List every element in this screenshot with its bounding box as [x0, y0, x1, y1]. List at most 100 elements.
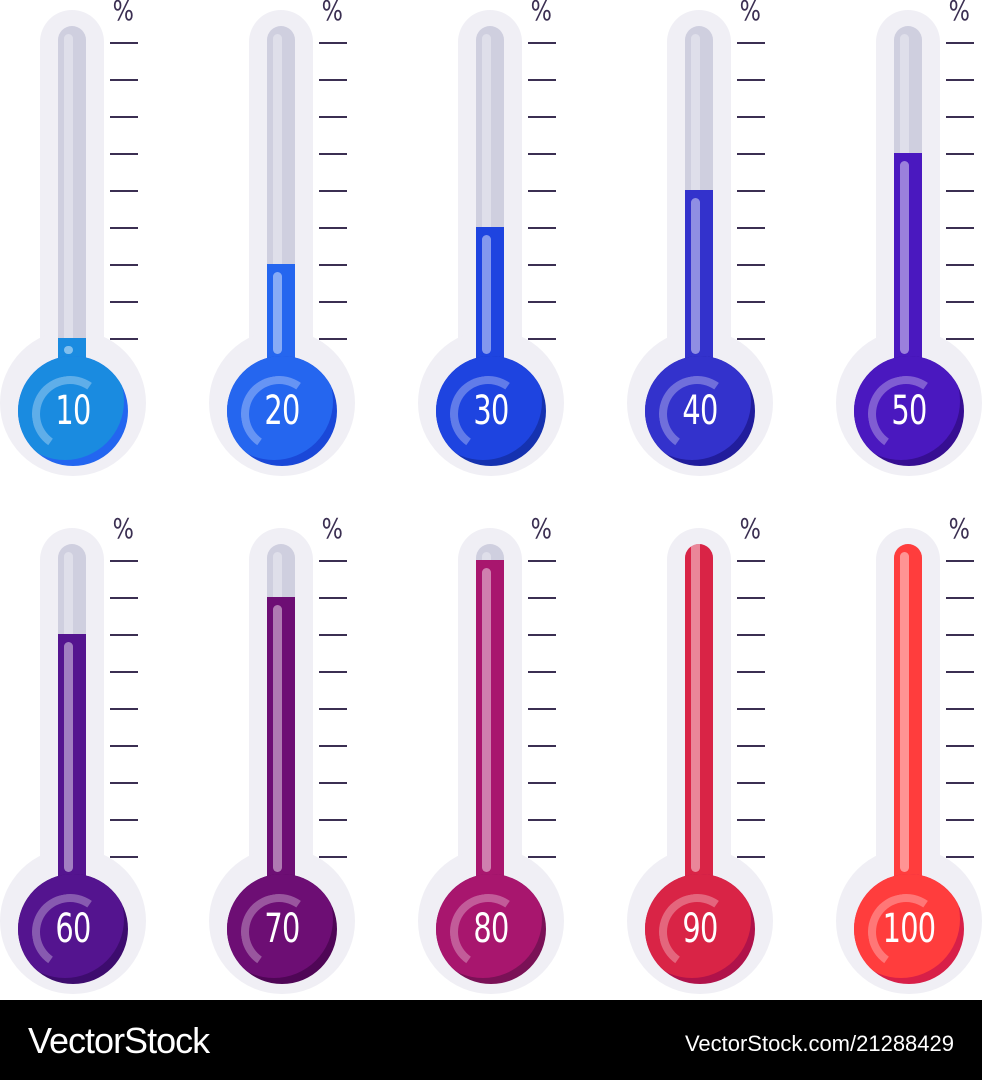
scale-tick — [737, 597, 765, 599]
scale-tick — [737, 301, 765, 303]
gauge-value-label: 20 — [264, 388, 300, 434]
gauge-value-label: 50 — [891, 388, 927, 434]
thermometer-tube — [58, 544, 86, 884]
scale-tick — [319, 708, 347, 710]
scale-tick — [946, 782, 974, 784]
thermometer-bulb: 80 — [436, 874, 546, 984]
scale-tick — [737, 782, 765, 784]
gauge-value-label: 100 — [882, 906, 937, 952]
scale-tick — [319, 116, 347, 118]
scale-tick — [737, 671, 765, 673]
scale-tick — [110, 264, 138, 266]
fill-highlight — [482, 568, 491, 872]
scale-tick — [528, 42, 556, 44]
scale-tick — [946, 634, 974, 636]
scale-tick — [110, 671, 138, 673]
scale-tick — [110, 153, 138, 155]
fill-highlight — [691, 198, 700, 354]
thermometer-grid: 10% 20% 30% 40% 50% 60% 70% 80% 90% 100% — [0, 0, 982, 994]
thermometer-bulb: 10 — [18, 356, 128, 466]
thermometer-tube — [58, 26, 86, 366]
thermometer-gauge: 100% — [836, 512, 982, 1008]
scale-tick — [528, 708, 556, 710]
scale-tick — [319, 597, 347, 599]
scale-tick — [737, 79, 765, 81]
fill-highlight — [64, 346, 73, 354]
scale-tick — [319, 856, 347, 858]
scale-tick — [110, 301, 138, 303]
scale-tick — [528, 782, 556, 784]
percent-unit-label: % — [530, 0, 552, 27]
thermometer-tube — [685, 544, 713, 884]
percent-unit-label: % — [739, 0, 761, 27]
percent-unit-label: % — [321, 0, 343, 27]
thermometer-gauge: 70% — [209, 512, 369, 1008]
thermometer-gauge: 60% — [0, 512, 160, 1008]
tube-highlight — [64, 34, 73, 354]
scale-tick — [110, 190, 138, 192]
percent-unit-label: % — [739, 512, 761, 545]
scale-tick — [528, 301, 556, 303]
percent-unit-label: % — [321, 512, 343, 545]
mercury-fill — [894, 153, 922, 366]
tube-highlight — [273, 34, 282, 354]
bulb-face — [854, 874, 960, 978]
scale-tick — [946, 560, 974, 562]
gauge-value-label: 90 — [682, 906, 718, 952]
tube-highlight — [482, 34, 491, 354]
scale-tick — [528, 634, 556, 636]
thermometer-gauge: 50% — [836, 0, 982, 490]
scale-tick — [737, 116, 765, 118]
scale-tick — [319, 745, 347, 747]
percent-unit-label: % — [530, 512, 552, 545]
scale-tick — [110, 560, 138, 562]
mercury-fill — [894, 544, 922, 884]
scale-tick — [946, 79, 974, 81]
gauge-value-label: 60 — [55, 906, 91, 952]
fill-highlight — [482, 235, 491, 354]
scale-tick — [528, 227, 556, 229]
scale-tick — [737, 856, 765, 858]
scale-tick — [946, 338, 974, 340]
thermometer-bulb: 70 — [227, 874, 337, 984]
scale-tick — [737, 190, 765, 192]
scale-tick — [319, 190, 347, 192]
thermometer-bulb: 60 — [18, 874, 128, 984]
gauge-value-label: 10 — [55, 388, 91, 434]
scale-tick — [528, 671, 556, 673]
fill-highlight — [64, 642, 73, 872]
thermometer-bulb: 100 — [854, 874, 964, 984]
mercury-fill — [58, 634, 86, 884]
scale-tick — [737, 338, 765, 340]
percent-unit-label: % — [112, 512, 134, 545]
scale-tick — [737, 819, 765, 821]
watermark-footer: VectorStock VectorStock.com/21288429 — [0, 1000, 982, 1080]
scale-tick — [737, 153, 765, 155]
scale-tick — [528, 338, 556, 340]
scale-tick — [528, 153, 556, 155]
thermometer-gauge: 30% — [418, 0, 578, 490]
scale-tick — [319, 301, 347, 303]
scale-tick — [528, 819, 556, 821]
scale-tick — [528, 264, 556, 266]
scale-tick — [319, 338, 347, 340]
scale-tick — [528, 856, 556, 858]
scale-tick — [110, 79, 138, 81]
thermometer-bulb: 90 — [645, 874, 755, 984]
thermometer-bulb: 40 — [645, 356, 755, 466]
scale-tick — [319, 819, 347, 821]
fill-highlight — [900, 552, 909, 872]
thermometer-tube — [894, 544, 922, 884]
scale-tick — [110, 116, 138, 118]
scale-tick — [319, 560, 347, 562]
scale-tick — [946, 671, 974, 673]
gauge-value-label: 70 — [264, 906, 300, 952]
scale-tick — [737, 42, 765, 44]
scale-tick — [528, 745, 556, 747]
scale-tick — [319, 671, 347, 673]
percent-unit-label: % — [112, 0, 134, 27]
gauge-value-label: 80 — [473, 906, 509, 952]
mercury-fill — [685, 190, 713, 366]
scale-tick — [528, 597, 556, 599]
thermometer-bulb: 50 — [854, 356, 964, 466]
